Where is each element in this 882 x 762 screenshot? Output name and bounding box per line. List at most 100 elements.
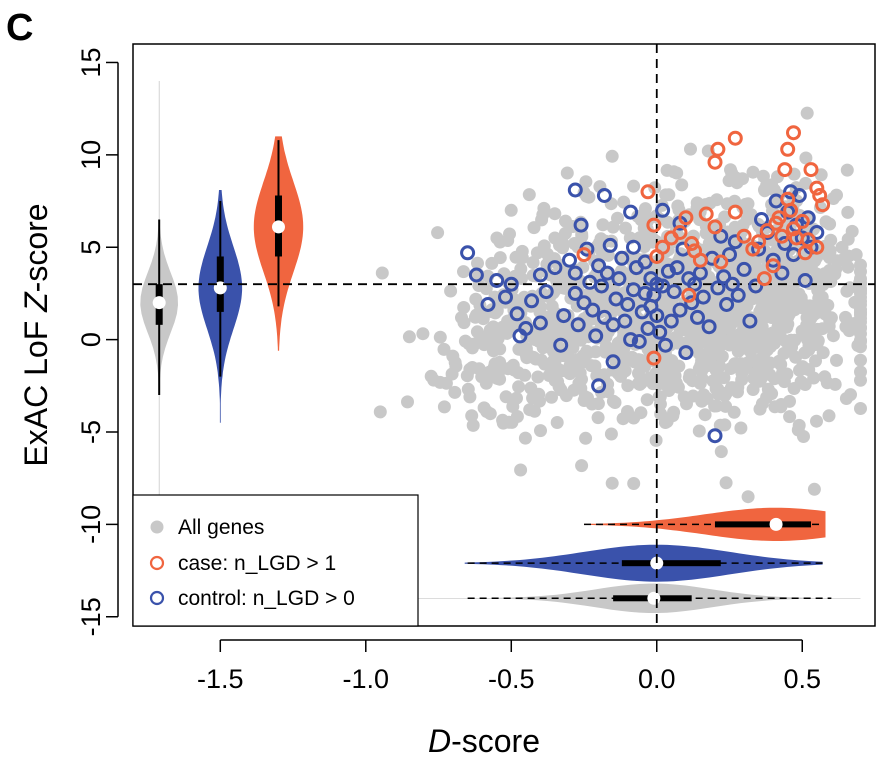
all-genes-point xyxy=(485,330,499,344)
control-point xyxy=(573,217,589,233)
all-genes-point xyxy=(809,354,822,368)
violin-median xyxy=(647,591,661,605)
all-genes-point xyxy=(708,399,722,413)
control-point xyxy=(678,345,694,361)
all-genes-point xyxy=(543,327,557,341)
all-genes-point xyxy=(717,371,731,385)
control-point xyxy=(594,278,609,294)
case-point xyxy=(736,228,752,244)
all-genes-point xyxy=(528,333,542,346)
all-genes-point xyxy=(840,163,854,177)
y-tick-label: 0 xyxy=(76,332,106,347)
control-point xyxy=(719,297,735,312)
case-point xyxy=(576,247,592,263)
all-genes-point xyxy=(822,409,836,423)
all-genes-point xyxy=(741,490,755,504)
case-point xyxy=(646,350,662,366)
case-point xyxy=(655,239,671,255)
all-genes-point xyxy=(457,316,471,330)
all-genes-point xyxy=(604,197,618,211)
all-genes-point xyxy=(471,256,484,270)
all-genes-point xyxy=(755,397,769,411)
all-genes-point xyxy=(633,377,647,391)
case-point xyxy=(713,254,729,270)
control-point xyxy=(649,308,665,324)
control-point xyxy=(611,271,627,287)
all-genes-point xyxy=(662,188,676,202)
control-point xyxy=(617,313,633,329)
control-point xyxy=(556,308,572,324)
all-genes-point xyxy=(519,342,533,356)
violin-median xyxy=(271,220,285,234)
all-genes-point xyxy=(431,226,445,240)
all-genes-point xyxy=(841,205,855,219)
all-genes-point xyxy=(822,319,836,333)
all-genes-point xyxy=(605,149,619,163)
all-genes-point xyxy=(779,311,793,325)
all-genes-point xyxy=(807,307,820,321)
all-genes-point xyxy=(504,203,518,217)
all-genes-point xyxy=(617,195,631,209)
y-tick-label: -5 xyxy=(76,420,106,444)
all-genes-point xyxy=(773,323,787,337)
all-genes-point xyxy=(799,176,813,190)
control-point xyxy=(742,313,758,329)
all-genes-point xyxy=(496,416,510,430)
all-genes-point xyxy=(401,395,414,409)
all-genes-point xyxy=(545,390,558,404)
all-genes-point xyxy=(715,322,729,336)
all-genes-point xyxy=(512,380,526,394)
y-tick-label: -10 xyxy=(76,505,106,544)
all-genes-point xyxy=(783,394,796,408)
control-point xyxy=(751,241,767,257)
all-genes-point xyxy=(740,213,754,227)
case-point xyxy=(800,232,816,248)
all-genes-point xyxy=(763,368,777,382)
y-tick-label: 10 xyxy=(76,140,106,170)
all-genes-point xyxy=(375,266,389,280)
all-genes-point xyxy=(667,405,681,419)
y-tick-label: -15 xyxy=(76,597,106,636)
all-genes-point xyxy=(780,259,793,273)
control-point xyxy=(652,324,668,340)
all-genes-point xyxy=(465,409,479,423)
all-genes-point xyxy=(783,410,797,424)
case-point xyxy=(759,223,775,239)
control-point xyxy=(605,354,621,370)
all-genes-point xyxy=(698,408,712,422)
all-genes-point xyxy=(548,231,562,245)
all-genes-point xyxy=(577,394,591,407)
violin-median xyxy=(650,556,664,570)
x-tick-label: 0.0 xyxy=(638,664,676,694)
all-genes-point xyxy=(815,290,829,304)
case-point xyxy=(710,141,726,157)
all-genes-point xyxy=(820,376,834,390)
all-genes-point xyxy=(772,354,786,368)
all-genes-point xyxy=(416,327,430,341)
control-point xyxy=(707,428,723,444)
all-genes-point xyxy=(819,215,833,229)
all-genes-point xyxy=(444,284,458,298)
all-genes-point xyxy=(580,344,594,358)
all-genes-point xyxy=(479,376,493,390)
all-genes-point xyxy=(460,369,474,383)
case-point xyxy=(684,236,700,251)
legend-box xyxy=(132,494,419,627)
control-point xyxy=(585,302,601,318)
control-point xyxy=(663,313,679,329)
control-point xyxy=(655,278,671,294)
control-point xyxy=(631,334,647,349)
y-tick-label: 5 xyxy=(76,240,106,255)
all-genes-point xyxy=(634,406,648,420)
all-genes-point xyxy=(621,379,635,393)
all-genes-point xyxy=(628,355,642,369)
all-genes-point xyxy=(537,201,551,215)
all-genes-point xyxy=(501,234,515,247)
all-genes-point xyxy=(439,376,453,390)
all-genes-point xyxy=(449,359,463,373)
all-genes-point xyxy=(638,202,652,216)
case-point xyxy=(777,162,793,178)
all-genes-point xyxy=(575,459,589,473)
control-point xyxy=(596,188,612,203)
